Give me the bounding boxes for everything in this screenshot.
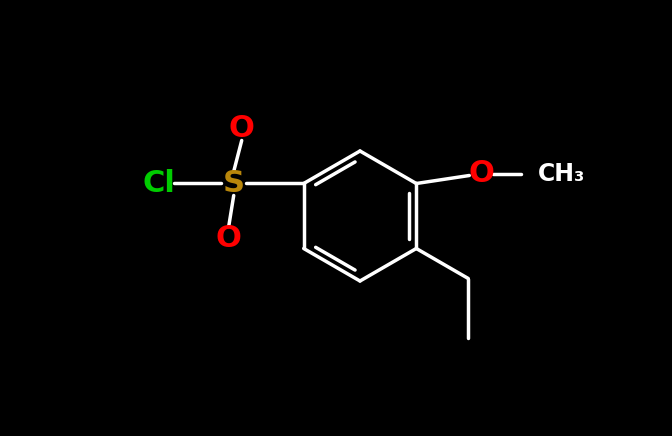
Text: CH₃: CH₃ bbox=[538, 161, 585, 185]
Text: O: O bbox=[468, 159, 494, 188]
Text: O: O bbox=[228, 114, 255, 143]
Text: O: O bbox=[216, 224, 242, 253]
Text: S: S bbox=[222, 169, 245, 198]
Text: Cl: Cl bbox=[142, 169, 175, 198]
